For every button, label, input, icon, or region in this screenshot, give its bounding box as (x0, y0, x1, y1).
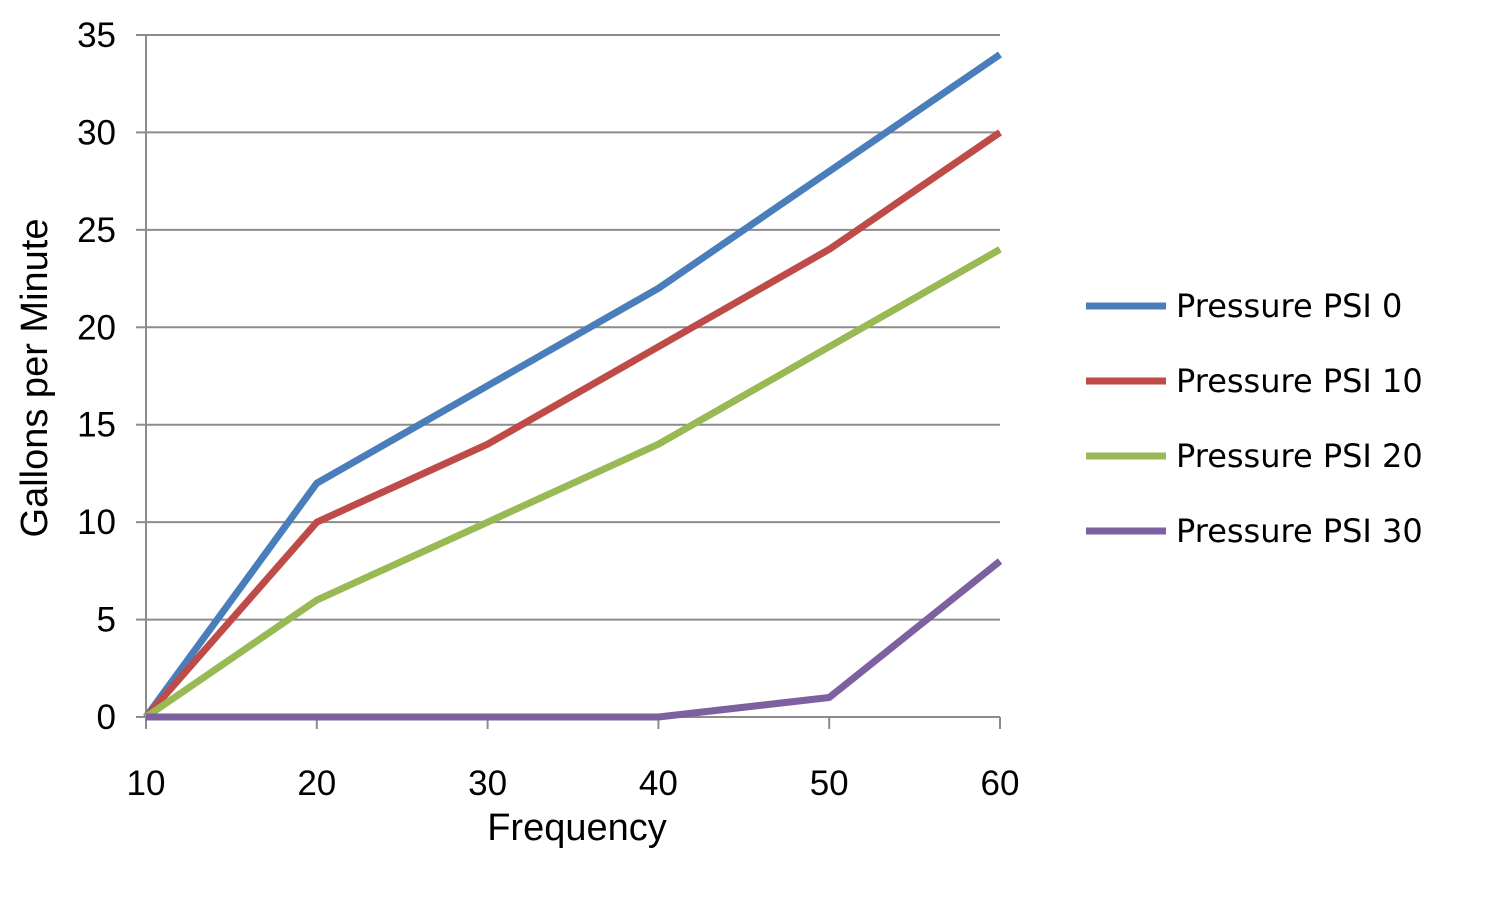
y-tick-label: 35 (77, 16, 116, 55)
y-axis-title: Gallons per Minute (14, 219, 56, 538)
legend-label-4: Pressure PSI 30 (1176, 512, 1423, 550)
y-tick-label: 30 (77, 113, 116, 152)
x-tick-label: 60 (981, 764, 1020, 803)
legend-label-1: Pressure PSI 0 (1176, 287, 1402, 325)
series-lines (143, 51, 1003, 721)
series-line-1 (143, 51, 1002, 720)
tick-labels: 0 5 10 15 20 25 30 35 10 20 30 40 50 60 (77, 16, 1019, 803)
y-tick-label: 10 (77, 503, 116, 542)
x-tick-label: 20 (297, 764, 336, 803)
y-tick-label: 15 (77, 406, 116, 445)
legend-label-3: Pressure PSI 20 (1176, 437, 1423, 475)
y-tick-label: 0 (97, 698, 116, 737)
y-tick-label: 25 (77, 211, 116, 250)
legend: Pressure PSI 0 Pressure PSI 10 Pressure PS… (1086, 287, 1423, 550)
x-tick-label: 50 (810, 764, 849, 803)
y-tick-label: 20 (77, 308, 116, 347)
x-axis-title: Frequency (487, 807, 667, 849)
y-tick-label: 5 (97, 601, 116, 640)
gridlines (146, 34, 1000, 621)
series-line-3 (144, 246, 1002, 720)
series-line-4 (146, 558, 1003, 721)
x-tick-label: 40 (639, 764, 678, 803)
x-tick-label: 10 (127, 764, 166, 803)
x-tick-label: 30 (468, 764, 507, 803)
series-line-2 (143, 129, 1002, 720)
legend-label-2: Pressure PSI 10 (1176, 362, 1423, 400)
